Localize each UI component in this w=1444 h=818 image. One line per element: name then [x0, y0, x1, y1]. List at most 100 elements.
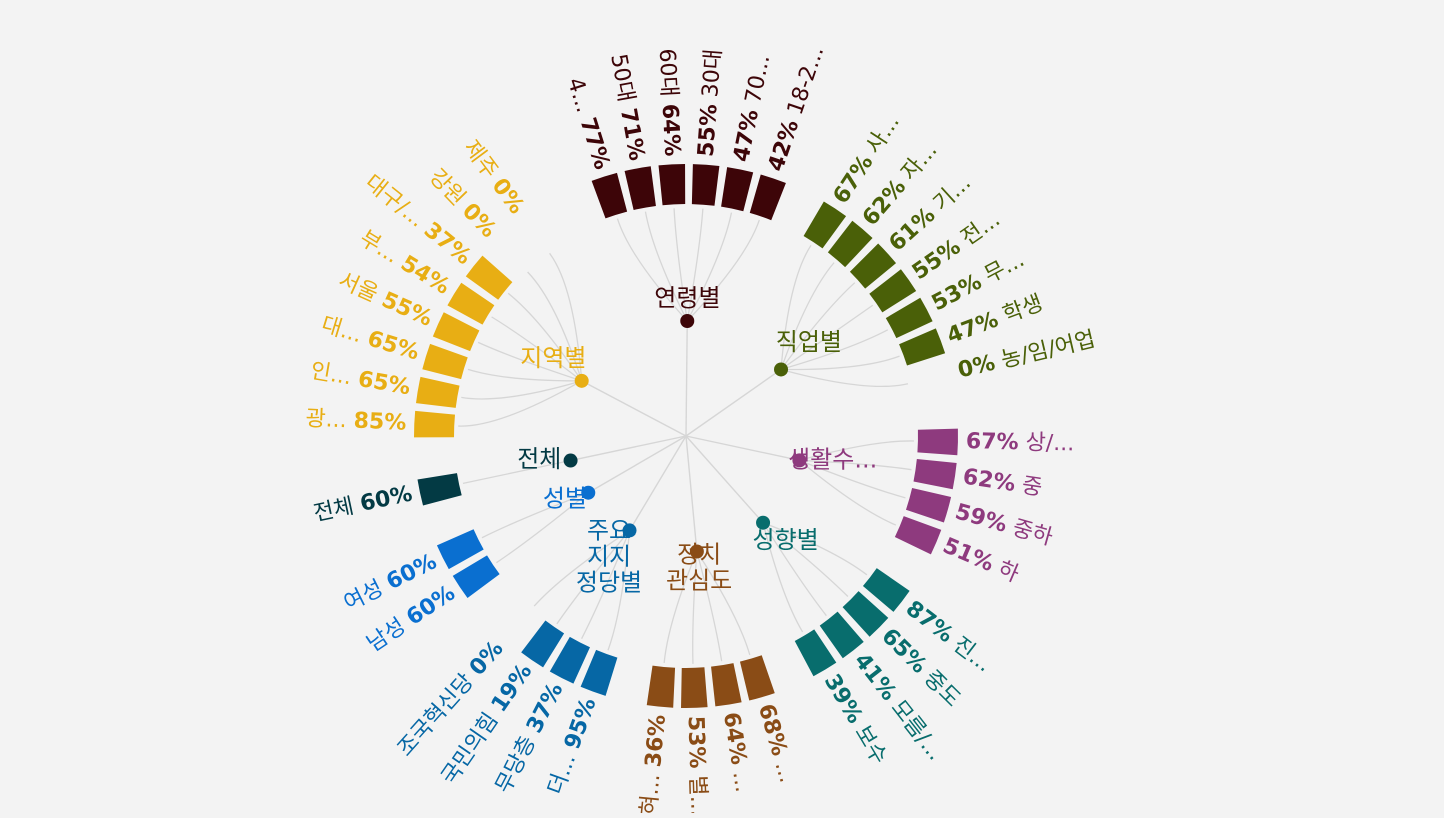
bar-job-4	[885, 297, 933, 339]
category-label: 별...	[684, 768, 710, 813]
category-label: 무...	[974, 247, 1028, 292]
bar-label-age-2: 60대 64%	[654, 48, 685, 157]
connector-interest-1	[696, 551, 723, 662]
category-label: 농/임/어업	[992, 327, 1098, 375]
group-label-line: 주요	[587, 517, 631, 545]
connector-living-1	[799, 459, 912, 471]
bar-label-total-0: 전체 60%	[311, 481, 414, 526]
connector-ideology-2	[762, 522, 827, 617]
bar-job-1	[827, 220, 873, 268]
group-spoke-interest	[685, 435, 698, 552]
bar-region-5	[465, 255, 513, 300]
group-label-gender: 성별	[543, 484, 587, 512]
category-label: 중하	[1003, 514, 1055, 551]
connector-job-3	[780, 304, 874, 370]
group-label-region: 지역별	[520, 344, 586, 372]
connector-age-0	[616, 218, 688, 322]
category-label: 전혀...	[635, 766, 666, 813]
category-label: 전체	[311, 492, 363, 526]
group-label-interest: 정치 관심도	[666, 540, 732, 594]
connector-party-3	[533, 529, 630, 607]
group-dot-age	[680, 314, 695, 329]
bar-job-3	[869, 269, 917, 313]
group-dot-ideology	[756, 515, 771, 530]
connector-region-7	[549, 252, 583, 381]
connector-region-2	[467, 368, 582, 382]
value-label: 42%	[764, 117, 805, 175]
connector-party-1	[581, 530, 631, 639]
bar-age-0	[591, 172, 628, 219]
group-dot-total	[563, 453, 578, 468]
connector-gender-1	[481, 492, 589, 539]
bar-label-age-1: 50대 71%	[605, 52, 649, 163]
bar-age-5	[749, 174, 786, 221]
connector-ideology-1	[762, 522, 849, 597]
connector-region-3	[477, 341, 582, 382]
group-spoke-party	[628, 435, 687, 531]
connector-age-5	[686, 219, 760, 322]
value-label: 51%	[939, 533, 997, 577]
connector-age-1	[644, 211, 688, 322]
value-label: 68%	[753, 701, 792, 759]
bar-party-2	[521, 620, 565, 668]
category-label: 학생	[993, 291, 1046, 331]
bar-age-2	[658, 164, 686, 206]
category-label: 50대	[605, 52, 639, 111]
group-spoke-gender	[587, 435, 687, 494]
value-label: 77%	[575, 115, 615, 173]
value-label: 65%	[356, 367, 412, 401]
bar-label-age-3: 55% 30대	[694, 48, 727, 157]
category-label: 상/...	[1018, 430, 1074, 456]
bar-region-1	[415, 376, 460, 408]
value-label: 59%	[952, 499, 1009, 537]
bar-region-4	[447, 282, 495, 325]
bar-label-interest-1: 64% ...	[718, 711, 755, 795]
group-label-line: 직업별	[776, 328, 842, 356]
group-label-line: 성별	[543, 484, 587, 512]
group-label-ideology: 성향별	[753, 526, 819, 554]
value-label: 47%	[944, 307, 1002, 349]
bar-party-1	[549, 636, 590, 684]
value-label: 62%	[961, 465, 1017, 498]
connector-job-1	[780, 262, 835, 370]
connector-ideology-3	[762, 522, 804, 633]
category-label: 4...	[562, 75, 598, 123]
group-label-living: 생활수...	[788, 446, 877, 474]
bar-gender-0	[452, 555, 500, 598]
bar-label-age-0: 4... 77%	[562, 75, 614, 173]
bar-label-interest-2: 53% 별...	[683, 715, 711, 813]
connector-job-5	[781, 355, 900, 371]
value-label: 0%	[956, 351, 998, 384]
bar-living-3	[894, 516, 942, 555]
bar-living-0	[917, 428, 958, 456]
bar-interest-2	[681, 667, 708, 708]
group-dot-gender	[581, 485, 596, 500]
value-label: 67%	[966, 429, 1019, 455]
bar-age-1	[624, 166, 656, 210]
bar-label-living-1: 62% 중	[961, 465, 1044, 502]
category-label: 사...	[858, 110, 905, 164]
bar-living-1	[913, 459, 957, 490]
connector-party-0	[607, 530, 631, 651]
connector-job-4	[780, 329, 889, 371]
group-spoke-job	[685, 368, 782, 437]
value-label: 47%	[729, 107, 764, 164]
value-label: 95%	[560, 695, 602, 753]
connector-living-0	[799, 440, 914, 461]
bar-ideology-2	[819, 611, 864, 659]
bar-living-2	[905, 487, 952, 523]
connector-region-4	[491, 316, 583, 382]
group-label-line: 성향별	[753, 526, 819, 554]
group-label-total: 전체	[517, 445, 561, 473]
group-label-line: 정치	[677, 540, 721, 568]
group-dot-living	[792, 453, 807, 468]
group-label-line: 지역별	[520, 344, 586, 372]
bar-label-living-0: 67% 상/...	[966, 429, 1075, 456]
category-label: 대...	[318, 312, 371, 350]
category-label: 인...	[309, 359, 361, 392]
group-spoke-living	[685, 435, 800, 462]
value-label: 85%	[353, 409, 407, 436]
connector-living-2	[799, 459, 906, 499]
group-dot-party	[622, 523, 637, 538]
